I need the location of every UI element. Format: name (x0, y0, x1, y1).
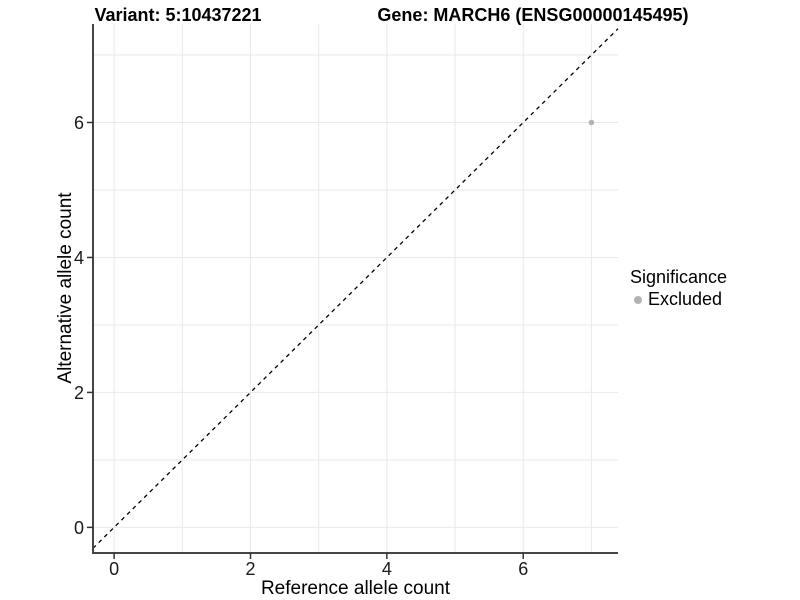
x-tick-label: 2 (245, 559, 255, 579)
y-tick-label: 4 (74, 248, 84, 268)
y-axis-title: Alternative allele count (55, 192, 76, 384)
legend-title: Significance (630, 267, 728, 287)
legend-item-label: Excluded (648, 289, 723, 309)
x-axis-title: Reference allele count (260, 578, 451, 599)
y-tick-label: 2 (74, 383, 84, 403)
legend-item-excluded: Excluded (630, 289, 798, 310)
y-tick-label: 0 (74, 518, 84, 538)
variant-title: Variant: 5:10437221 (94, 5, 262, 25)
x-tick-label: 0 (109, 559, 119, 579)
legend-key-dot-icon (634, 295, 642, 304)
data-point (588, 119, 595, 126)
identity-line (92, 28, 619, 549)
x-tick-label: 4 (382, 559, 392, 579)
gene-title: Gene: MARCH6 (ENSG00000145495) (377, 5, 689, 25)
legend: Significance Excluded (630, 267, 798, 310)
y-tick-label: 6 (74, 113, 84, 133)
x-tick-label: 6 (518, 559, 528, 579)
